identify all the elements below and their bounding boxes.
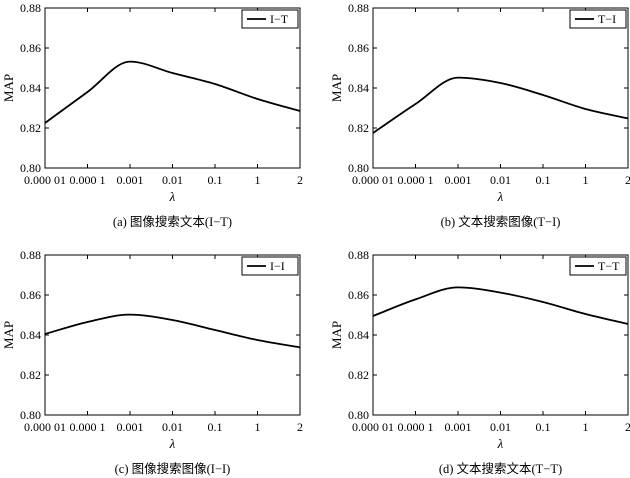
x-tick-label: 0.000 1: [70, 420, 106, 434]
chart-panel-1: 0.80 0.82 0.84 0.86 0.88 0.000 01 0.000 1 0.001…: [329, 1, 630, 229]
y-tick-label: 0.88: [348, 248, 369, 262]
y-tick-label: 0.84: [348, 328, 369, 342]
y-tick-label: 0.84: [348, 81, 369, 95]
chart-panel-0: 0.80 0.82 0.84 0.86 0.88 0.000 01 0.000 1 0.001…: [1, 1, 303, 229]
plot-area: [44, 7, 301, 169]
x-tick-label: 0.001: [117, 420, 144, 434]
x-tick-label: 0.000 01: [24, 420, 66, 434]
x-tick-label: 0.000 1: [398, 420, 434, 434]
plot-area: [372, 254, 629, 416]
x-axis-label: λ: [169, 189, 176, 204]
y-tick-label: 0.80: [20, 408, 41, 422]
y-tick-label: 0.80: [348, 408, 369, 422]
x-tick-label: 0.01: [162, 173, 183, 187]
y-tick-label: 0.88: [20, 1, 41, 15]
y-tick-label: 0.80: [348, 161, 369, 175]
y-tick-label: 0.88: [20, 248, 41, 262]
plot-area: [44, 254, 301, 416]
legend-label: I−T: [270, 12, 289, 26]
x-tick-label: 0.1: [208, 420, 223, 434]
x-tick-label: 0.000 1: [398, 173, 434, 187]
x-tick-label: 1: [255, 173, 261, 187]
x-axis-label: λ: [497, 436, 504, 451]
x-tick-label: 0.1: [536, 420, 551, 434]
x-tick-label: 0.001: [117, 173, 144, 187]
x-tick-label: 0.01: [162, 420, 183, 434]
y-tick-label: 0.82: [348, 368, 369, 382]
y-tick-label: 0.88: [348, 1, 369, 15]
series-line-0: [44, 313, 301, 349]
legend-box: [569, 256, 627, 276]
legend-box: [241, 9, 299, 29]
chart-panel-3: 0.80 0.82 0.84 0.86 0.88 0.000 01 0.000 1 0.001…: [329, 248, 630, 476]
legend-label: T−I: [598, 12, 616, 26]
y-tick-label: 0.86: [20, 288, 41, 302]
x-tick-label: 1: [583, 173, 589, 187]
series-line-0: [372, 286, 629, 325]
x-tick-label: 2: [625, 173, 630, 187]
legend-box: [569, 9, 627, 29]
y-axis-label: MAP: [329, 321, 344, 349]
chart-caption: (b) 文本搜索图像(T−I): [441, 214, 561, 229]
x-tick-label: 0.001: [445, 420, 472, 434]
x-axis-label: λ: [497, 189, 504, 204]
chart-caption: (a) 图像搜索文本(I−T): [113, 214, 232, 229]
x-tick-label: 1: [583, 420, 589, 434]
y-tick-label: 0.86: [348, 41, 369, 55]
y-tick-label: 0.80: [20, 161, 41, 175]
x-tick-label: 1: [255, 420, 261, 434]
legend-box: [241, 256, 299, 276]
y-axis-label: MAP: [1, 321, 16, 349]
y-tick-label: 0.86: [348, 288, 369, 302]
y-tick-label: 0.82: [20, 368, 41, 382]
x-tick-label: 0.1: [536, 173, 551, 187]
y-tick-label: 0.82: [348, 121, 369, 135]
chart-panel-2: 0.80 0.82 0.84 0.86 0.88 0.000 01 0.000 1 0.001…: [1, 248, 303, 476]
legend: I−I: [241, 256, 299, 276]
x-tick-label: 0.000 01: [24, 173, 66, 187]
legend: I−T: [241, 9, 299, 29]
x-tick-label: 0.000 01: [352, 173, 394, 187]
x-axis-label: λ: [169, 436, 176, 451]
legend: T−T: [569, 256, 627, 276]
series-line-0: [372, 76, 629, 134]
legend-label: T−T: [598, 259, 620, 273]
y-tick-label: 0.84: [20, 81, 41, 95]
y-tick-label: 0.82: [20, 121, 41, 135]
x-tick-label: 2: [297, 173, 303, 187]
x-tick-label: 0.000 01: [352, 420, 394, 434]
plot-area: [372, 7, 629, 169]
x-tick-label: 0.000 1: [70, 173, 106, 187]
y-axis-label: MAP: [1, 74, 16, 102]
legend-label: I−I: [270, 259, 285, 273]
x-tick-label: 0.1: [208, 173, 223, 187]
chart-caption: (c) 图像搜索图像(I−I): [115, 461, 231, 476]
chart-caption: (d) 文本搜索文本(T−T): [439, 461, 562, 476]
x-tick-label: 0.01: [490, 173, 511, 187]
y-tick-label: 0.86: [20, 41, 41, 55]
x-tick-label: 2: [625, 420, 630, 434]
x-tick-label: 0.01: [490, 420, 511, 434]
x-tick-label: 0.001: [445, 173, 472, 187]
legend: T−I: [569, 9, 627, 29]
x-tick-label: 2: [297, 420, 303, 434]
y-tick-label: 0.84: [20, 328, 41, 342]
series-line-0: [44, 60, 301, 124]
y-axis-label: MAP: [329, 74, 344, 102]
